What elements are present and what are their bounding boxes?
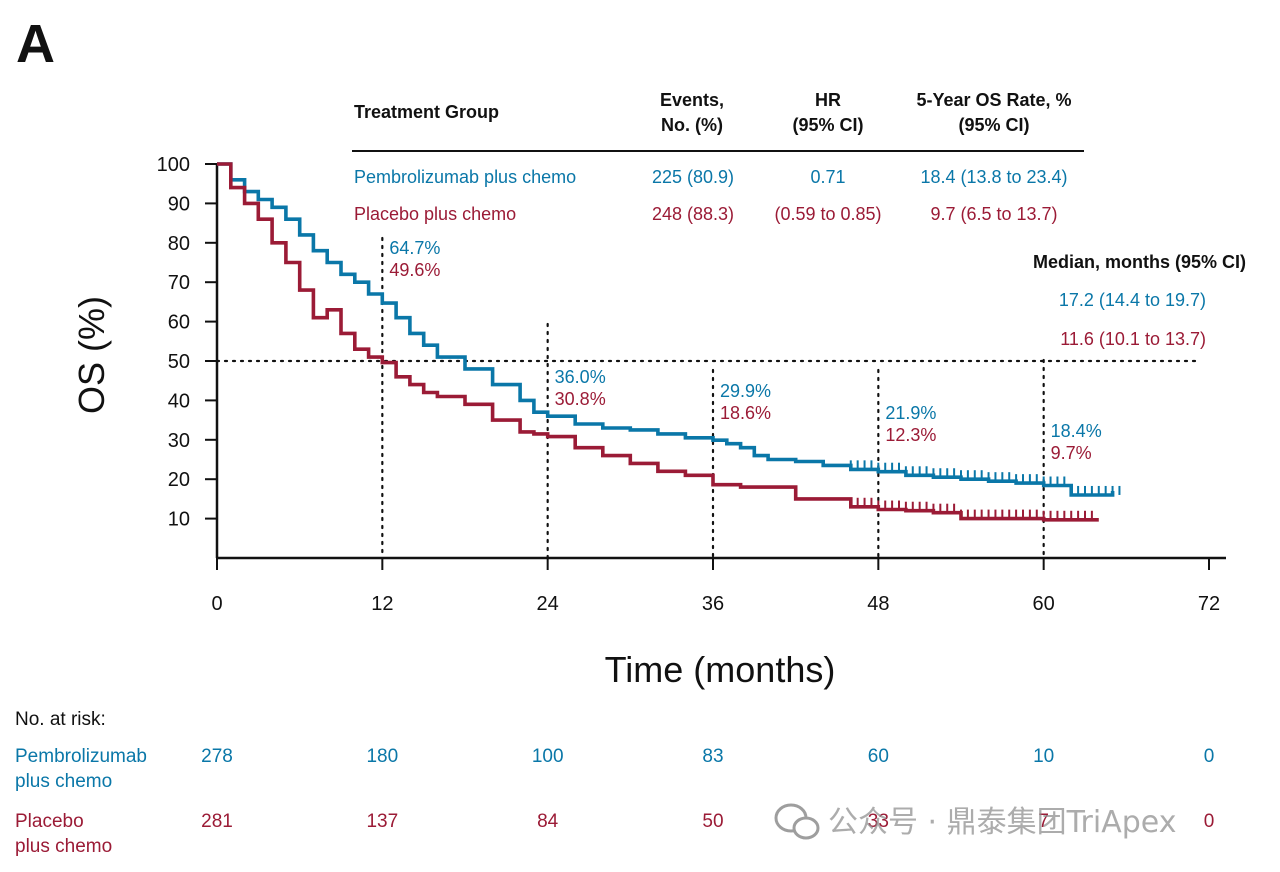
table-header-events-line: Events, xyxy=(660,90,724,110)
table-row-placebo-rate: 9.7 (6.5 to 13.7) xyxy=(930,204,1057,224)
table-row-placebo-hr: (0.59 to 0.85) xyxy=(774,204,881,224)
risk-table: No. at risk: Pembrolizumab plus chemo 278 1… xyxy=(15,709,1214,857)
landmark-label-pembro-60: 18.4% xyxy=(1051,421,1102,441)
table-row-placebo-events: 248 (88.3) xyxy=(652,204,734,224)
landmark-label-pembro-24: 36.0% xyxy=(555,367,606,387)
median-title: Median, months (95% CI) xyxy=(1033,252,1246,272)
risk-row-label: plus chemo xyxy=(15,836,112,857)
wechat-icon xyxy=(774,803,820,840)
risk-value: 33 xyxy=(868,811,889,832)
y-tick-label: 40 xyxy=(168,390,190,412)
table-row-pembro-events: 225 (80.9) xyxy=(652,167,734,187)
table-header-group: Treatment Group xyxy=(354,102,499,122)
x-axis-title: Time (months) xyxy=(605,649,836,690)
risk-value: 180 xyxy=(366,746,398,767)
landmark-label-placebo-24: 30.8% xyxy=(555,389,606,409)
landmark-label-placebo-60: 9.7% xyxy=(1051,443,1092,463)
panel-label: A xyxy=(16,14,55,74)
risk-row-label: plus chemo xyxy=(15,771,112,792)
y-axis-title: OS (%) xyxy=(71,296,112,414)
risk-value: 137 xyxy=(366,811,398,832)
y-tick-label: 20 xyxy=(168,469,190,491)
x-tick-label: 48 xyxy=(867,593,889,615)
plot-area: 10 20 30 40 50 60 70 80 90 100 0 12 24 36 48 60 72 64.7%4… xyxy=(157,154,1226,615)
landmark-label-placebo-48: 12.3% xyxy=(885,425,936,445)
table-header-rate-line: 5-Year OS Rate, % xyxy=(916,90,1071,110)
y-tick-label: 60 xyxy=(168,312,190,334)
risk-table-title: No. at risk: xyxy=(15,709,106,730)
pembro-survival-curve xyxy=(217,162,1115,497)
risk-value: 60 xyxy=(868,746,889,767)
table-header-hr: HR (95% CI) xyxy=(792,90,863,135)
table-header-hr-line: (95% CI) xyxy=(792,115,863,135)
y-tick-label: 50 xyxy=(168,351,190,373)
y-tick-label: 100 xyxy=(157,154,190,176)
risk-value: 100 xyxy=(532,746,564,767)
table-row-pembro-hr: 0.71 xyxy=(810,167,845,187)
landmark-label-placebo-36: 18.6% xyxy=(720,403,771,423)
table-header-rate-line: (95% CI) xyxy=(958,115,1029,135)
table-header-events-line: No. (%) xyxy=(661,115,723,135)
y-tick-label: 90 xyxy=(168,193,190,215)
median-placebo: 11.6 (10.1 to 13.7) xyxy=(1060,329,1206,349)
risk-value: 0 xyxy=(1204,746,1215,767)
summary-table: Treatment Group Events, No. (%) HR (95% CI… xyxy=(352,90,1084,224)
x-tick-label: 36 xyxy=(702,593,724,615)
x-tick-label: 60 xyxy=(1033,593,1055,615)
landmark-label-pembro-48: 21.9% xyxy=(885,403,936,423)
landmark-label-placebo-12: 49.6% xyxy=(389,260,440,280)
table-row-placebo-group: Placebo plus chemo xyxy=(354,204,516,224)
x-tick-label: 72 xyxy=(1198,593,1220,615)
landmark-label-pembro-36: 29.9% xyxy=(720,381,771,401)
risk-value: 278 xyxy=(201,746,233,767)
risk-row-label: Pembrolizumab xyxy=(15,746,147,767)
table-header-rate: 5-Year OS Rate, % (95% CI) xyxy=(916,90,1071,135)
table-header-events: Events, No. (%) xyxy=(660,90,724,135)
table-header-group-line: Treatment Group xyxy=(354,102,499,122)
y-tick-label: 80 xyxy=(168,233,190,255)
x-tick-label: 0 xyxy=(211,593,222,615)
median-pembro: 17.2 (14.4 to 19.7) xyxy=(1059,290,1206,310)
table-row-pembro-group: Pembrolizumab plus chemo xyxy=(354,167,576,187)
y-tick-label: 10 xyxy=(168,509,190,531)
x-tick-label: 12 xyxy=(371,593,393,615)
risk-value: 84 xyxy=(537,811,559,832)
y-tick-label: 70 xyxy=(168,272,190,294)
risk-value: 281 xyxy=(201,811,233,832)
risk-value: 0 xyxy=(1204,811,1215,832)
watermark: 公众号 · 鼎泰集团TriApex xyxy=(774,803,1176,840)
risk-value: 83 xyxy=(702,746,723,767)
x-tick-label: 24 xyxy=(537,593,559,615)
risk-row-label: Placebo xyxy=(15,811,84,832)
table-header-hr-line: HR xyxy=(815,90,841,110)
table-row-pembro-rate: 18.4 (13.8 to 23.4) xyxy=(920,167,1067,187)
watermark-text: 公众号 · 鼎泰集团TriApex xyxy=(828,805,1176,840)
landmark-label-pembro-12: 64.7% xyxy=(389,238,440,258)
y-tick-label: 30 xyxy=(168,430,190,452)
risk-value: 10 xyxy=(1033,746,1054,767)
risk-value: 50 xyxy=(702,811,723,832)
risk-value: 7 xyxy=(1038,811,1049,832)
